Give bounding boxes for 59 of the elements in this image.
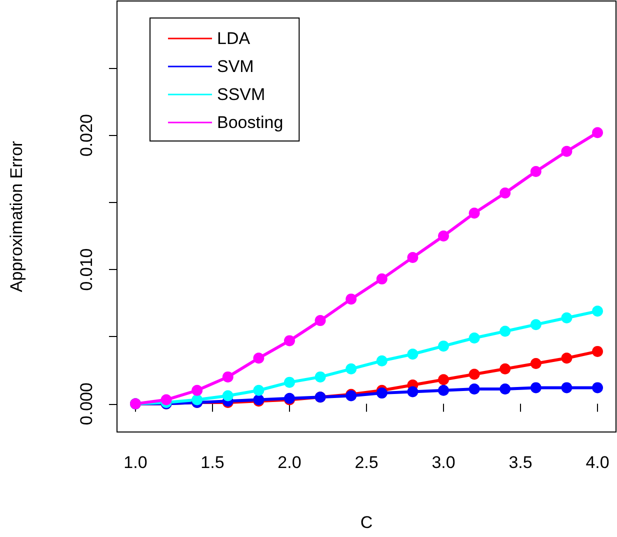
legend-label: SSVM — [217, 85, 266, 104]
legend-label: SVM — [217, 57, 254, 76]
point — [192, 384, 203, 396]
point — [438, 374, 450, 386]
point — [253, 384, 264, 396]
x-tick-label: 2.5 — [354, 453, 378, 472]
point — [346, 294, 357, 305]
point — [407, 252, 418, 263]
legend-label: LDA — [217, 29, 251, 48]
y-tick-label: 0.000 — [77, 382, 96, 426]
point — [314, 315, 326, 326]
point — [500, 384, 511, 395]
point — [530, 319, 542, 330]
x-tick-label: 4.0 — [586, 453, 610, 472]
point — [468, 368, 480, 380]
point — [438, 340, 450, 352]
y-tick-label: 0.010 — [77, 248, 96, 291]
x-tick-label: 1.0 — [124, 453, 148, 472]
point — [346, 363, 357, 374]
point — [376, 388, 388, 399]
point — [592, 346, 604, 357]
point — [468, 332, 480, 344]
point — [314, 371, 326, 382]
x-tick-label: 3.5 — [508, 453, 532, 472]
point — [376, 355, 388, 366]
point — [500, 326, 511, 337]
x-axis-title: C — [360, 513, 373, 532]
y-tick-label: 0.020 — [77, 114, 96, 157]
point — [561, 382, 572, 394]
point — [468, 384, 480, 395]
point — [160, 394, 172, 406]
point — [592, 382, 604, 394]
point — [407, 348, 418, 360]
x-tick-label: 3.0 — [432, 453, 456, 472]
point — [438, 384, 450, 396]
point — [530, 382, 542, 394]
point — [376, 273, 388, 284]
point — [561, 146, 572, 157]
point — [530, 166, 542, 178]
point — [222, 371, 234, 382]
point — [192, 394, 203, 406]
point — [284, 376, 295, 388]
point — [468, 208, 480, 219]
point — [561, 352, 572, 364]
point — [500, 363, 511, 374]
x-tick-label: 2.0 — [278, 453, 302, 472]
point — [592, 306, 604, 317]
x-tick-label: 1.5 — [200, 453, 224, 472]
point — [561, 312, 572, 324]
point — [222, 390, 234, 402]
point — [284, 335, 295, 346]
point — [407, 386, 418, 398]
y-axis-title: Approximation Error — [7, 140, 26, 292]
point — [530, 358, 542, 370]
point — [253, 352, 264, 364]
point — [592, 127, 604, 138]
point — [500, 188, 511, 198]
point — [438, 230, 450, 242]
legend-label: Boosting — [217, 113, 284, 132]
